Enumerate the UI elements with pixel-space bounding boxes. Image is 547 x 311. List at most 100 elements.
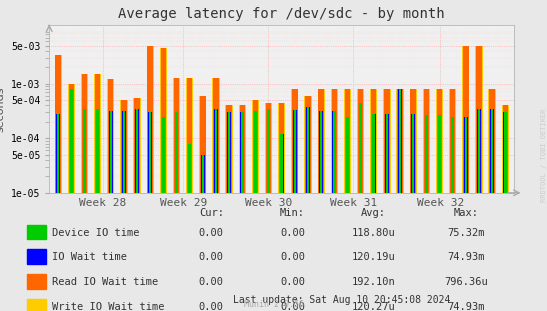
- Text: Read IO Wait time: Read IO Wait time: [51, 277, 158, 287]
- Bar: [133, 98, 141, 311]
- Bar: [68, 84, 75, 311]
- Bar: [305, 96, 311, 311]
- Bar: [412, 114, 415, 311]
- Bar: [82, 74, 87, 311]
- Bar: [148, 46, 153, 311]
- Bar: [294, 110, 296, 311]
- Bar: [96, 109, 100, 311]
- Bar: [201, 155, 204, 311]
- Bar: [383, 89, 391, 311]
- Bar: [370, 89, 377, 311]
- Bar: [463, 46, 469, 311]
- Text: Device IO time: Device IO time: [51, 228, 139, 238]
- Bar: [451, 117, 455, 311]
- Bar: [358, 89, 363, 311]
- Bar: [149, 112, 152, 311]
- Bar: [320, 111, 322, 311]
- Bar: [27, 225, 46, 239]
- Bar: [69, 89, 73, 311]
- Y-axis label: seconds: seconds: [0, 86, 5, 132]
- Bar: [212, 77, 219, 311]
- Text: Min:: Min:: [280, 208, 305, 218]
- Bar: [121, 100, 127, 311]
- Bar: [280, 134, 283, 311]
- Bar: [462, 46, 469, 311]
- Bar: [252, 100, 259, 311]
- Bar: [398, 89, 402, 311]
- Bar: [57, 114, 60, 311]
- Text: 0.00: 0.00: [199, 277, 224, 287]
- Bar: [478, 109, 480, 311]
- Text: 0.00: 0.00: [199, 302, 224, 311]
- Bar: [346, 117, 349, 311]
- Bar: [266, 103, 271, 311]
- Bar: [136, 109, 138, 311]
- Text: Write IO Wait time: Write IO Wait time: [51, 302, 164, 311]
- Bar: [253, 100, 258, 311]
- Bar: [450, 89, 455, 311]
- Bar: [291, 89, 299, 311]
- Bar: [174, 112, 178, 311]
- Bar: [410, 89, 416, 311]
- Bar: [241, 112, 244, 311]
- Bar: [373, 114, 375, 311]
- Bar: [68, 84, 74, 311]
- Text: 0.00: 0.00: [280, 228, 305, 238]
- Bar: [135, 98, 140, 311]
- Text: 0.00: 0.00: [199, 252, 224, 262]
- Bar: [148, 112, 152, 311]
- Bar: [319, 111, 323, 311]
- Bar: [502, 105, 509, 311]
- Bar: [357, 89, 364, 311]
- Bar: [55, 55, 62, 311]
- Bar: [122, 111, 126, 311]
- Bar: [135, 109, 139, 311]
- Bar: [504, 112, 507, 311]
- Text: 0.00: 0.00: [280, 252, 305, 262]
- Bar: [451, 117, 454, 311]
- Bar: [372, 114, 376, 311]
- Bar: [162, 117, 165, 311]
- Bar: [108, 79, 113, 311]
- Bar: [161, 48, 166, 311]
- Bar: [490, 109, 494, 311]
- Bar: [292, 89, 298, 311]
- Text: 0.00: 0.00: [199, 228, 224, 238]
- Bar: [371, 89, 376, 311]
- Text: Munin 2.0.56: Munin 2.0.56: [243, 300, 304, 309]
- Bar: [27, 299, 46, 311]
- Bar: [254, 111, 257, 311]
- Text: RRDTOOL / TOBI OETIKER: RRDTOOL / TOBI OETIKER: [542, 109, 547, 202]
- Bar: [436, 89, 443, 311]
- Bar: [225, 105, 232, 311]
- Bar: [345, 89, 350, 311]
- Bar: [265, 103, 272, 311]
- Bar: [94, 74, 101, 311]
- Bar: [333, 111, 336, 311]
- Bar: [160, 48, 167, 311]
- Text: 192.10n: 192.10n: [352, 277, 395, 287]
- Bar: [307, 107, 309, 311]
- Bar: [437, 89, 442, 311]
- Bar: [95, 74, 100, 311]
- Text: 0.00: 0.00: [280, 277, 305, 287]
- Bar: [397, 89, 404, 311]
- Text: Avg:: Avg:: [361, 208, 386, 218]
- Bar: [27, 274, 46, 289]
- Bar: [449, 89, 456, 311]
- Bar: [278, 103, 286, 311]
- Bar: [240, 105, 245, 311]
- Bar: [83, 109, 86, 311]
- Bar: [279, 103, 284, 311]
- Bar: [331, 89, 338, 311]
- Bar: [359, 103, 363, 311]
- Bar: [490, 89, 495, 311]
- Bar: [346, 117, 350, 311]
- Bar: [304, 96, 312, 311]
- Text: IO Wait time: IO Wait time: [51, 252, 126, 262]
- Bar: [438, 115, 441, 311]
- Bar: [109, 111, 113, 311]
- Bar: [238, 105, 246, 311]
- Bar: [475, 46, 482, 311]
- Bar: [83, 109, 86, 311]
